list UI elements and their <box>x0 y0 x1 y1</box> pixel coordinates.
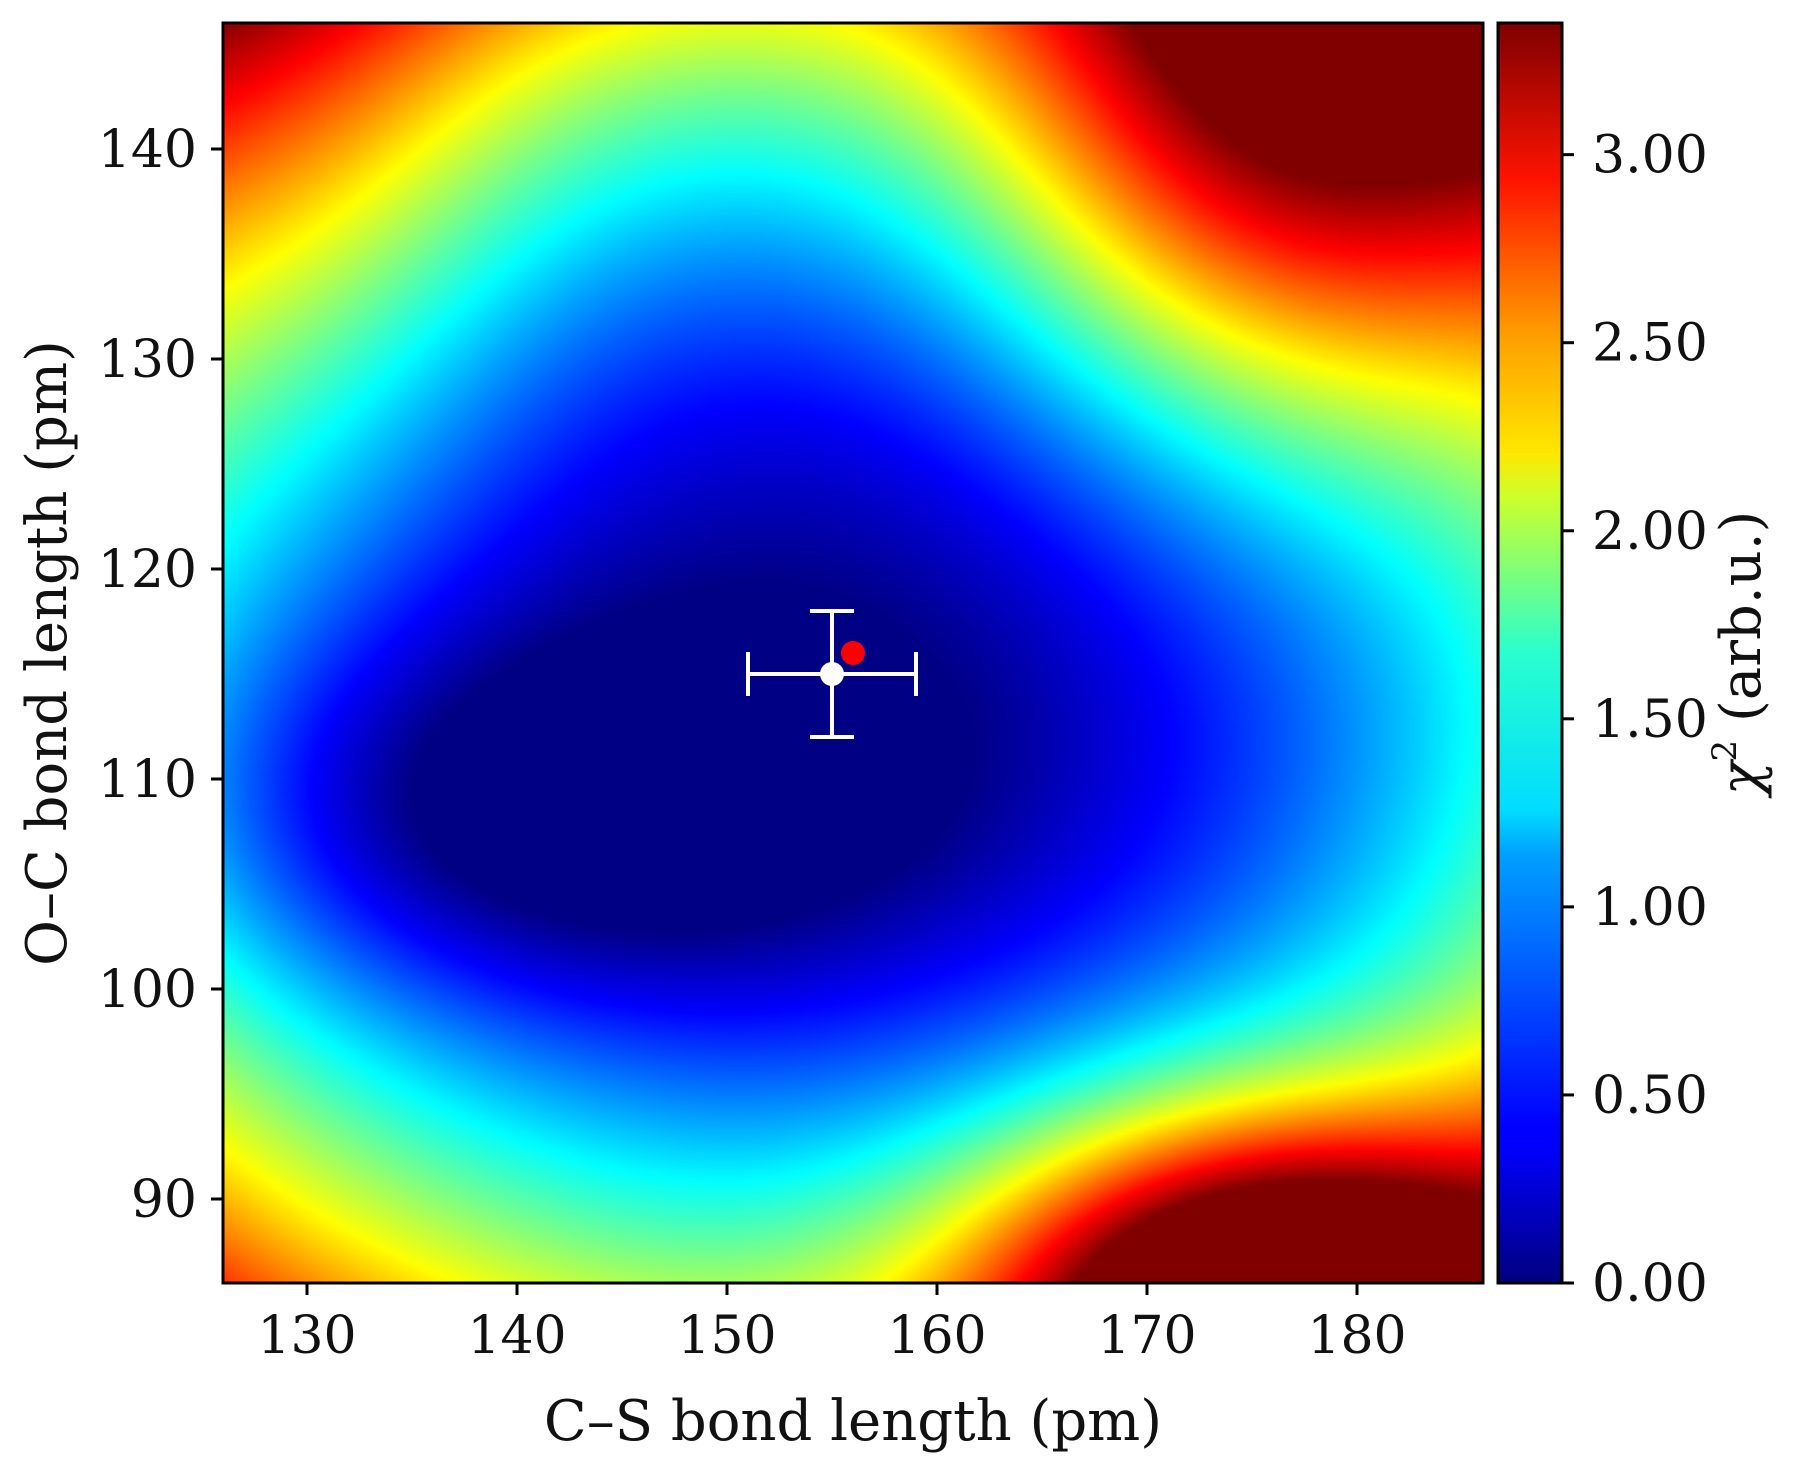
x-axis-ticks: 130 140 150 160 170 180 <box>257 1283 1407 1366</box>
markers-layer <box>746 609 918 739</box>
x-tick-label: 180 <box>1307 1306 1406 1366</box>
plot-frame <box>221 21 1485 1285</box>
x-tick-label: 170 <box>1097 1306 1196 1366</box>
colorbar-label-superscript: 2 <box>1705 740 1745 762</box>
reference-point <box>841 641 865 665</box>
colorbar-gradient <box>1496 21 1564 1285</box>
plot-area: 130 140 150 160 170 180 90 100 110 120 130 140 <box>98 21 1485 1366</box>
colorbar-tick-label: 2.00 <box>1592 502 1708 562</box>
colorbar-tick-label: 1.00 <box>1592 878 1708 938</box>
y-tick-label: 100 <box>98 960 197 1020</box>
colorbar-label-units: (arb.u.) <box>1709 511 1774 740</box>
y-tick-label: 120 <box>98 540 197 600</box>
colorbar-tick-label: 1.50 <box>1592 690 1708 750</box>
x-tick-label: 130 <box>257 1306 356 1366</box>
x-axis-label: C–S bond length (pm) <box>544 1389 1162 1454</box>
y-tick-label: 130 <box>98 330 197 390</box>
colorbar: 0.00 0.50 1.00 1.50 2.00 2.50 3.00 <box>1496 21 1708 1314</box>
colorbar-ticks: 0.00 0.50 1.00 1.50 2.00 2.50 3.00 <box>1562 126 1708 1314</box>
colorbar-tick-label: 0.00 <box>1592 1254 1708 1314</box>
colorbar-tick-label: 0.50 <box>1592 1066 1708 1126</box>
y-axis-label: O–C bond length (pm) <box>15 340 80 966</box>
y-axis-ticks: 90 100 110 120 130 140 <box>98 120 223 1230</box>
colorbar-label-symbol: χ <box>1709 758 1774 799</box>
y-tick-label: 110 <box>98 750 197 810</box>
fit-point <box>820 662 844 686</box>
x-tick-label: 160 <box>887 1306 986 1366</box>
x-tick-label: 140 <box>467 1306 566 1366</box>
colorbar-tick-label: 3.00 <box>1592 126 1708 186</box>
colorbar-label: χ2 (arb.u.) <box>1705 511 1774 800</box>
y-tick-label: 90 <box>131 1170 197 1230</box>
colorbar-tick-label: 2.50 <box>1592 314 1708 374</box>
y-tick-label: 140 <box>98 120 197 180</box>
x-tick-label: 150 <box>677 1306 776 1366</box>
